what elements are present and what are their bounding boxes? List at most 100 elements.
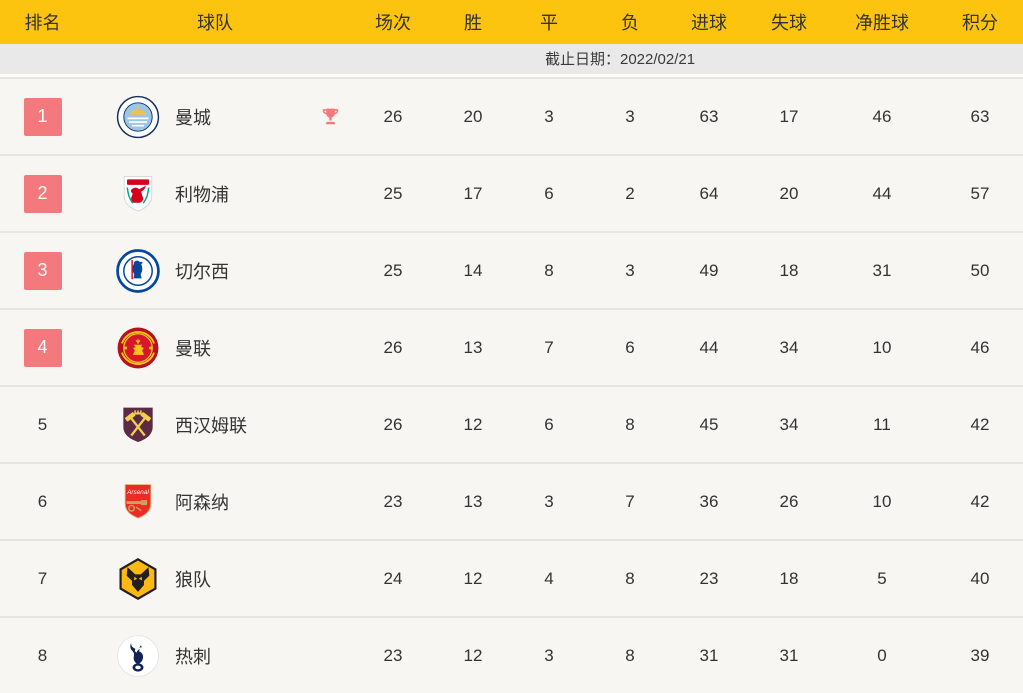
goals-against-value: 20 bbox=[779, 183, 799, 203]
table-row[interactable]: 4 曼联 26 13 7 6 44 34 10 46 bbox=[0, 308, 1023, 385]
goal-diff-value: 10 bbox=[872, 491, 892, 511]
team-name: 狼队 bbox=[175, 569, 211, 590]
wolves-logo bbox=[115, 556, 161, 602]
table-row[interactable]: 2 利物浦 25 17 6 2 64 20 44 57 bbox=[0, 154, 1023, 231]
played-value: 25 bbox=[383, 260, 403, 280]
team-name: 西汉姆联 bbox=[175, 415, 247, 436]
won-value: 12 bbox=[463, 568, 483, 588]
lost-value: 3 bbox=[625, 260, 635, 280]
west-ham-logo bbox=[115, 402, 161, 448]
goals-against-value: 31 bbox=[779, 645, 799, 665]
column-header-lost: 负 bbox=[621, 13, 639, 33]
goals-for-value: 45 bbox=[699, 414, 719, 434]
goals-against-value: 18 bbox=[779, 568, 799, 588]
drawn-value: 8 bbox=[544, 260, 554, 280]
played-value: 26 bbox=[383, 106, 403, 126]
rank-badge: 2 bbox=[23, 174, 62, 213]
points-value: 40 bbox=[970, 568, 990, 588]
table-row[interactable]: 8 热刺 23 12 3 8 31 31 0 39 bbox=[0, 616, 1023, 693]
liverpool-logo bbox=[115, 171, 161, 217]
column-header-won: 胜 bbox=[464, 13, 482, 33]
lost-value: 8 bbox=[625, 414, 635, 434]
goal-diff-value: 11 bbox=[873, 414, 891, 434]
won-value: 14 bbox=[463, 260, 483, 280]
goal-diff-value: 5 bbox=[877, 568, 887, 588]
goals-against-value: 34 bbox=[779, 337, 799, 357]
points-value: 42 bbox=[970, 414, 990, 434]
rank-number: 7 bbox=[37, 568, 48, 588]
won-value: 20 bbox=[463, 106, 483, 126]
points-value: 57 bbox=[970, 183, 990, 203]
drawn-value: 4 bbox=[544, 568, 554, 588]
played-value: 23 bbox=[383, 491, 403, 511]
goals-for-value: 49 bbox=[699, 260, 719, 280]
table-row[interactable]: 7 狼队 24 12 4 8 23 18 5 40 bbox=[0, 539, 1023, 616]
rank-badge: 4 bbox=[23, 328, 62, 367]
manchester-united-logo bbox=[115, 325, 161, 371]
drawn-value: 3 bbox=[544, 491, 554, 511]
team-name: 利物浦 bbox=[175, 184, 229, 205]
column-header-points: 积分 bbox=[962, 13, 998, 33]
goal-diff-value: 31 bbox=[872, 260, 892, 280]
lost-value: 2 bbox=[625, 183, 635, 203]
team-name: 阿森纳 bbox=[175, 492, 229, 513]
column-header-goal-diff: 净胜球 bbox=[855, 13, 909, 33]
played-value: 23 bbox=[383, 645, 403, 665]
goal-diff-value: 0 bbox=[877, 645, 887, 665]
goals-against-value: 18 bbox=[779, 260, 799, 280]
rank-number: 5 bbox=[37, 414, 48, 434]
points-value: 42 bbox=[970, 491, 990, 511]
points-value: 63 bbox=[970, 106, 990, 126]
won-value: 12 bbox=[463, 414, 483, 434]
team-name: 切尔西 bbox=[175, 261, 229, 282]
goals-for-value: 36 bbox=[699, 491, 719, 511]
team-name: 曼联 bbox=[175, 338, 211, 359]
column-header-goals-for: 进球 bbox=[691, 13, 727, 33]
rank-badge: 3 bbox=[23, 251, 62, 290]
column-header-team: 球队 bbox=[197, 13, 233, 33]
column-header-played: 场次 bbox=[375, 13, 411, 33]
goals-for-value: 64 bbox=[699, 183, 719, 203]
points-value: 46 bbox=[970, 337, 990, 357]
goal-diff-value: 46 bbox=[872, 106, 892, 126]
points-value: 50 bbox=[970, 260, 990, 280]
goals-for-value: 23 bbox=[699, 568, 719, 588]
table-row[interactable]: 6 Arsenal 阿森纳 23 13 3 7 36 26 10 42 bbox=[0, 462, 1023, 539]
drawn-value: 3 bbox=[544, 645, 554, 665]
goals-for-value: 63 bbox=[699, 106, 719, 126]
table-row[interactable]: 3 切尔西 25 14 8 3 49 18 31 50 bbox=[0, 231, 1023, 308]
table-row[interactable]: 5 西汉姆联 26 12 6 8 45 34 11 42 bbox=[0, 385, 1023, 462]
rank-number: 8 bbox=[37, 645, 48, 665]
column-header-drawn: 平 bbox=[540, 13, 558, 33]
column-header-goals-against: 失球 bbox=[771, 13, 807, 33]
cutoff-date-label: 截止日期：2022/02/21 bbox=[545, 51, 696, 68]
lost-value: 8 bbox=[625, 645, 635, 665]
drawn-value: 6 bbox=[544, 414, 554, 434]
won-value: 12 bbox=[463, 645, 483, 665]
drawn-value: 7 bbox=[544, 337, 554, 357]
goals-for-value: 44 bbox=[699, 337, 719, 357]
tottenham-logo bbox=[115, 633, 161, 679]
lost-value: 6 bbox=[625, 337, 635, 357]
rank-number: 6 bbox=[37, 491, 48, 511]
trophy-icon bbox=[320, 106, 341, 127]
table-header-row: 排名 球队 场次 胜 平 负 进球 失球 净胜球 积分 bbox=[0, 0, 1023, 44]
team-name: 热刺 bbox=[175, 646, 211, 667]
chelsea-logo bbox=[115, 248, 161, 294]
lost-value: 3 bbox=[625, 106, 635, 126]
rank-badge: 1 bbox=[23, 97, 62, 136]
lost-value: 7 bbox=[625, 491, 635, 511]
played-value: 25 bbox=[383, 183, 403, 203]
goal-diff-value: 10 bbox=[872, 337, 892, 357]
team-name: 曼城 bbox=[175, 107, 211, 128]
won-value: 17 bbox=[463, 183, 483, 203]
goal-diff-value: 44 bbox=[872, 183, 892, 203]
table-row[interactable]: 1 曼城 26 20 bbox=[0, 77, 1023, 154]
drawn-value: 3 bbox=[544, 106, 554, 126]
cutoff-date-bar: 截止日期：2022/02/21 bbox=[0, 44, 1023, 77]
column-header-rank: 排名 bbox=[24, 13, 61, 33]
goals-for-value: 31 bbox=[699, 645, 719, 665]
won-value: 13 bbox=[463, 337, 483, 357]
points-value: 39 bbox=[970, 645, 990, 665]
